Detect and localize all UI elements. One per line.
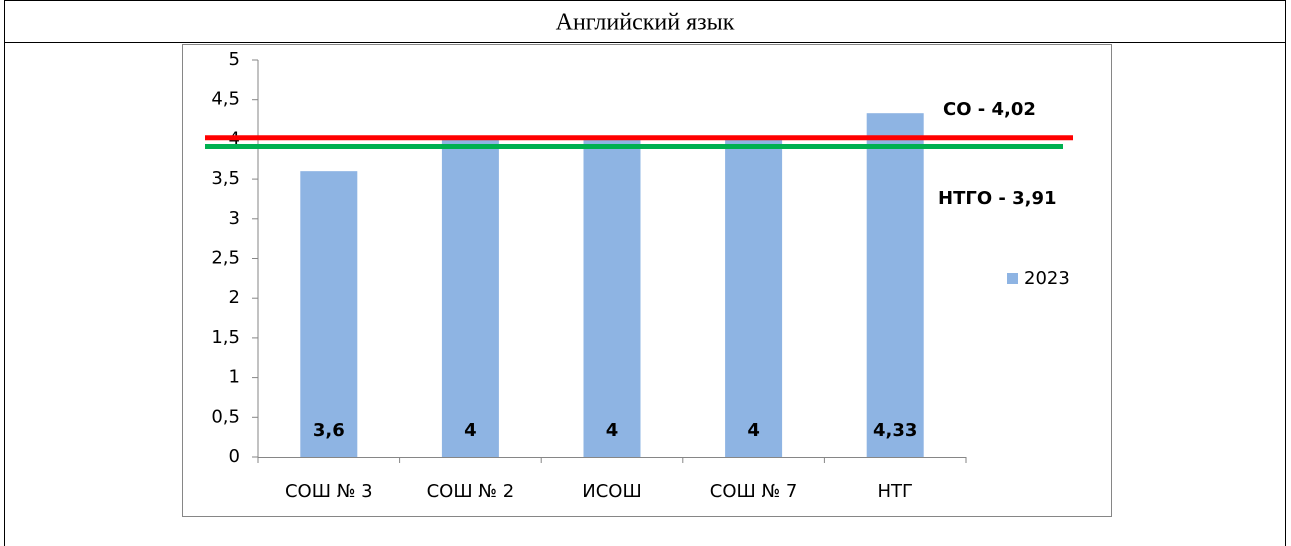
y-tick-label: 2	[229, 287, 240, 308]
bar	[441, 139, 499, 457]
bar	[300, 171, 358, 457]
y-tick-label: 2,5	[211, 248, 240, 269]
x-tick-label: ИСОШ	[582, 481, 641, 502]
x-tick-label: СОШ № 2	[427, 481, 515, 502]
legend-label: 2023	[1024, 268, 1070, 289]
y-tick-label: 3,5	[211, 168, 240, 189]
bar	[725, 139, 783, 457]
data-label: 4	[606, 420, 619, 441]
legend-swatch	[1007, 273, 1018, 284]
chart-title: Английский язык	[556, 10, 735, 36]
reference-label: СО - 4,02	[943, 99, 1036, 120]
y-tick-label: 5	[229, 49, 240, 70]
y-tick-label: 0	[229, 446, 240, 467]
x-tick-label: СОШ № 7	[710, 481, 798, 502]
data-label: 4,33	[873, 420, 917, 441]
y-tick-label: 3	[229, 208, 240, 229]
x-tick-label: НТГ	[877, 481, 913, 502]
y-tick-label: 0,5	[211, 406, 240, 427]
data-label: 3,6	[313, 420, 345, 441]
data-label: 4	[464, 420, 477, 441]
y-tick-label: 1,5	[211, 327, 240, 348]
y-tick-label: 4,5	[211, 89, 240, 110]
data-label: 4	[747, 420, 760, 441]
reference-label: НТГО - 3,91	[938, 188, 1057, 209]
bar	[866, 113, 924, 457]
y-tick-label: 1	[229, 367, 240, 388]
x-tick-label: СОШ № 3	[285, 481, 373, 502]
bar	[583, 139, 641, 457]
table-border	[4, 0, 1286, 546]
